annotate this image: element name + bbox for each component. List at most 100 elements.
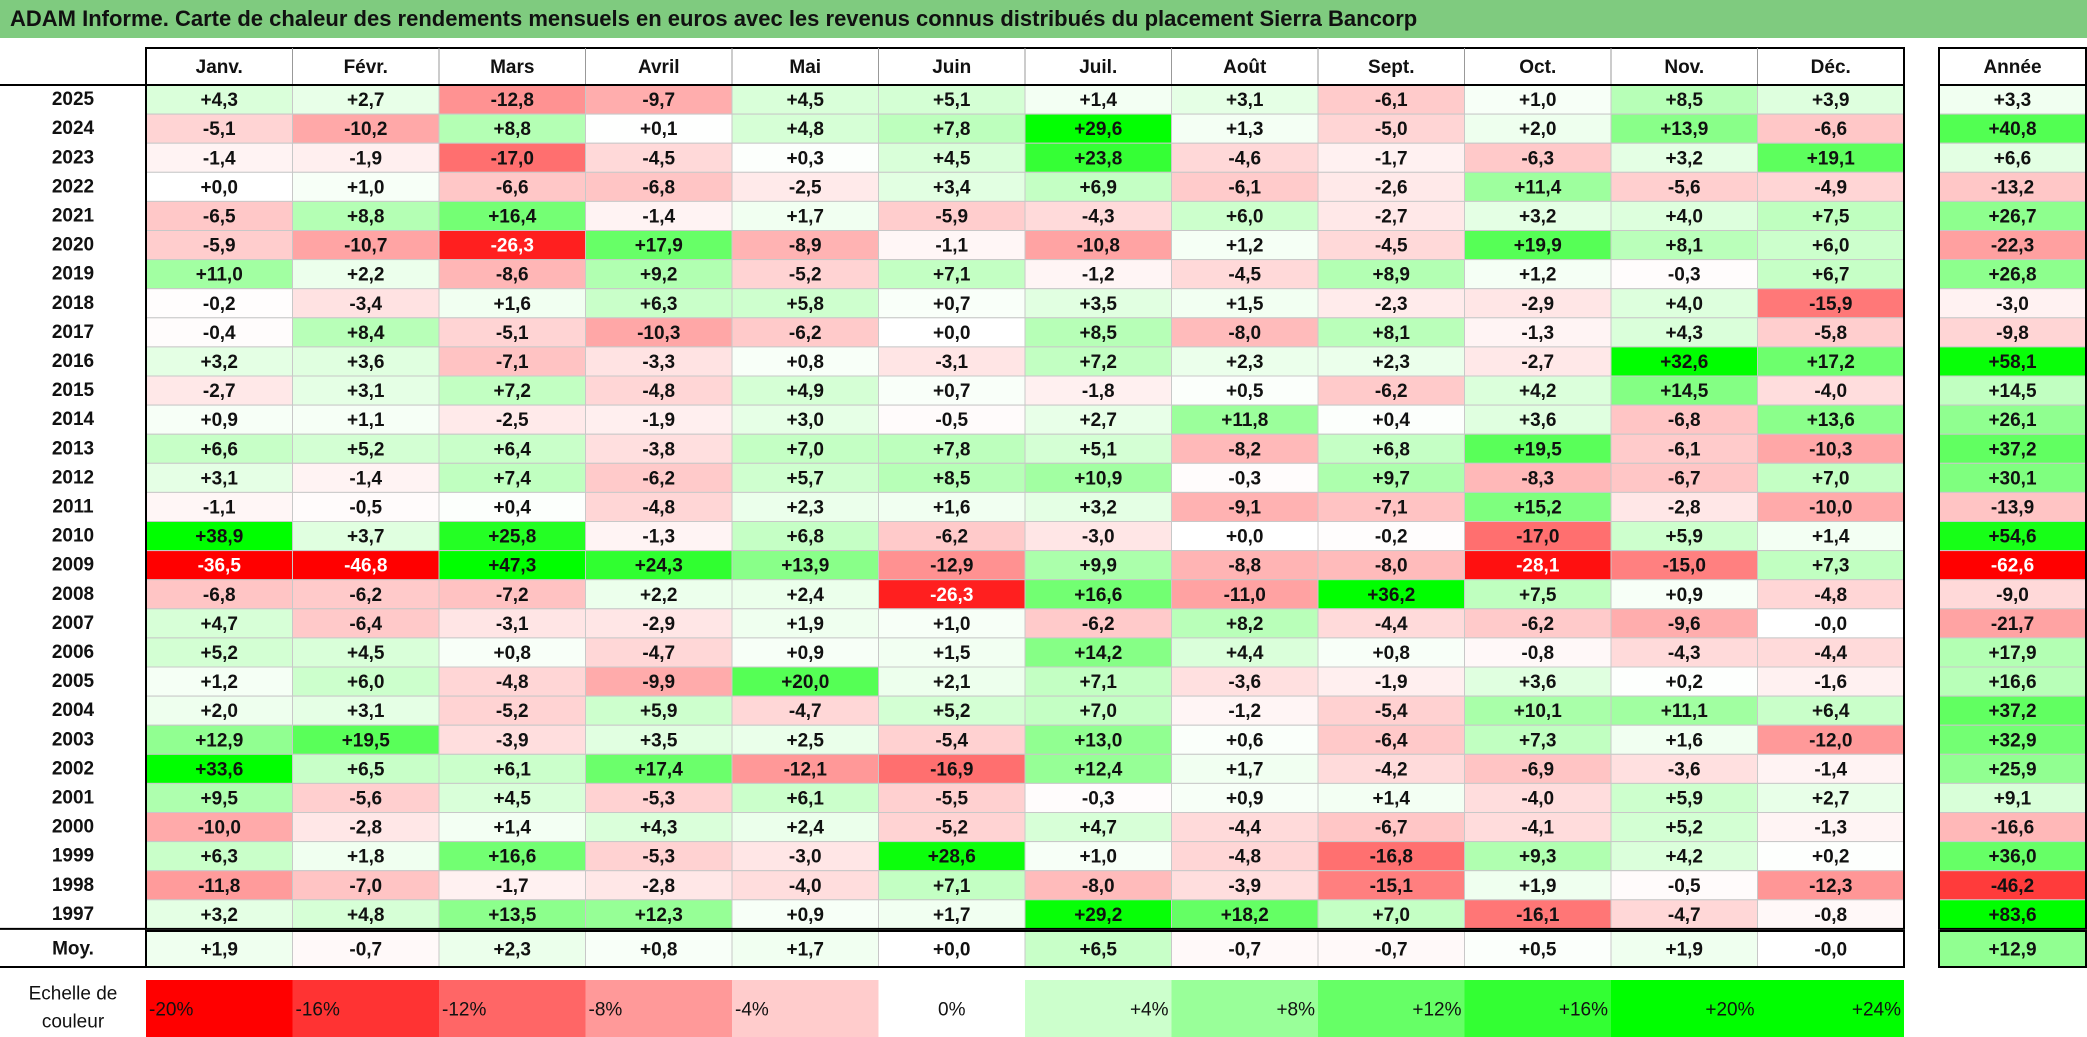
heatmap-cell-value: -4,9 xyxy=(1814,177,1847,198)
heatmap-cell-value: -4,4 xyxy=(1814,643,1847,664)
average-cell xyxy=(731,930,879,968)
heatmap-cell xyxy=(438,288,586,319)
color-scale-swatch xyxy=(1757,980,1904,1037)
heatmap-cell-value: +4,2 xyxy=(1519,381,1557,402)
heatmap-cell-value: +9,9 xyxy=(1079,556,1117,577)
annual-cell-value: +54,6 xyxy=(1988,527,2036,548)
heatmap-cell xyxy=(585,84,733,115)
heatmap-cell xyxy=(292,753,440,784)
heatmap-cell-value: -8,6 xyxy=(496,265,529,286)
heatmap-cell-value: +0,2 xyxy=(1812,847,1850,868)
row-year-label: 2024 xyxy=(52,118,95,139)
heatmap-cell-value: +4,7 xyxy=(200,614,238,635)
heatmap-cell-value: -1,7 xyxy=(1375,148,1408,169)
color-scale-stop-label: +24% xyxy=(1852,1000,1901,1021)
heatmap-cell-value: -6,1 xyxy=(1375,90,1408,111)
annual-cell xyxy=(1938,259,2087,290)
color-scale-stop-label: -16% xyxy=(296,1000,340,1021)
heatmap-cell xyxy=(1171,259,1319,290)
heatmap-cell-value: +29,6 xyxy=(1074,119,1122,140)
heatmap-cell xyxy=(1757,812,1905,843)
heatmap-cell-value: -0,3 xyxy=(1082,788,1115,809)
heatmap-cell-value: -5,5 xyxy=(935,788,968,809)
heatmap-cell-value: +0,9 xyxy=(786,643,824,664)
heatmap-cell-value: -5,2 xyxy=(935,818,968,839)
heatmap-cell-value: +3,1 xyxy=(347,701,385,722)
heatmap-cell-value: +4,5 xyxy=(786,90,824,111)
heatmap-cell xyxy=(292,637,440,668)
heatmap-cell xyxy=(1171,433,1319,464)
heatmap-cell-value: +5,2 xyxy=(933,701,971,722)
heatmap-cell xyxy=(1757,200,1905,231)
heatmap-cell xyxy=(878,812,1026,843)
heatmap-cell-value: +5,2 xyxy=(347,439,385,460)
heatmap-cell xyxy=(1464,113,1612,144)
heatmap-cell-value: -0,3 xyxy=(1668,265,1701,286)
heatmap-cell xyxy=(731,521,879,552)
heatmap-cell-value: -2,6 xyxy=(1375,177,1408,198)
row-year-label: 2004 xyxy=(52,700,95,721)
heatmap-cell xyxy=(145,666,293,697)
heatmap-cell xyxy=(878,782,1026,814)
heatmap-cell xyxy=(1171,462,1319,493)
heatmap-cell-value: +2,3 xyxy=(1226,352,1264,373)
average-cell-value: +1,7 xyxy=(786,940,824,961)
heatmap-cell xyxy=(731,230,879,261)
heatmap-cell-value: -3,0 xyxy=(1082,527,1115,548)
column-header: Juin xyxy=(932,57,971,78)
heatmap-cell xyxy=(1610,841,1758,872)
column-header: Avril xyxy=(638,57,680,78)
heatmap-cell xyxy=(1317,142,1465,173)
heatmap-cell xyxy=(145,404,293,435)
heatmap-cell xyxy=(1024,84,1172,115)
heatmap-cell-value: +6,9 xyxy=(1079,177,1117,198)
heatmap-cell-value: +4,9 xyxy=(786,381,824,402)
heatmap-cell xyxy=(1610,812,1758,843)
heatmap-cell xyxy=(878,841,1026,872)
heatmap-cell-value: +6,0 xyxy=(1812,236,1850,257)
heatmap-cell-value: -10,0 xyxy=(1809,497,1852,518)
heatmap-cell-value: +1,0 xyxy=(933,614,971,635)
heatmap-cell-value: -5,9 xyxy=(935,206,968,227)
heatmap-cell-value: +2,4 xyxy=(786,818,824,839)
heatmap-cell-value: -0,3 xyxy=(1228,468,1261,489)
heatmap-cell xyxy=(878,870,1026,901)
heatmap-cell xyxy=(878,375,1026,406)
heatmap-cell-value: -6,1 xyxy=(1668,439,1701,460)
heatmap-cell-value: +1,2 xyxy=(200,672,238,693)
row-year-label: 2025 xyxy=(52,89,95,110)
heatmap-cell-value: +7,0 xyxy=(1079,701,1117,722)
heatmap-cell-value: -6,8 xyxy=(1668,410,1701,431)
heatmap-cell-value: -4,6 xyxy=(1228,148,1261,169)
heatmap-cell xyxy=(1024,317,1172,348)
heatmap-cell xyxy=(1757,521,1905,552)
page-title: ADAM Informe. Carte de chaleur des rende… xyxy=(0,0,2087,38)
heatmap-cell-value: -1,1 xyxy=(935,236,968,257)
heatmap-cell-value: -7,2 xyxy=(496,585,529,606)
heatmap-cell xyxy=(1024,375,1172,406)
heatmap-cell-value: -6,2 xyxy=(935,527,968,548)
heatmap-cell-value: +13,6 xyxy=(1807,410,1855,431)
heatmap-cell xyxy=(1610,579,1758,610)
heatmap-cell xyxy=(1464,521,1612,552)
heatmap-cell xyxy=(1024,491,1172,522)
row-year-label: 2007 xyxy=(52,613,94,634)
heatmap-cell-value: -6,6 xyxy=(496,177,529,198)
heatmap-cell-value: +4,5 xyxy=(347,643,385,664)
heatmap-cell-value: +8,2 xyxy=(1226,614,1264,635)
heatmap-cell-value: -2,3 xyxy=(1375,294,1408,315)
heatmap-cell xyxy=(292,259,440,290)
heatmap-cell xyxy=(1757,433,1905,464)
heatmap-cell xyxy=(878,259,1026,290)
heatmap-cell xyxy=(585,142,733,173)
heatmap-cell xyxy=(1317,317,1465,348)
heatmap-cell xyxy=(1317,113,1465,144)
heatmap-cell-value: -5,6 xyxy=(1668,177,1701,198)
heatmap-cell-value: -26,3 xyxy=(491,236,534,257)
heatmap-cell xyxy=(292,899,440,930)
row-year-label: 2019 xyxy=(52,264,94,285)
heatmap-cell xyxy=(1757,346,1905,377)
average-cell-value: +0,5 xyxy=(1519,940,1557,961)
color-scale-stop-label: 0% xyxy=(938,1000,966,1021)
heatmap-cell-value: -12,3 xyxy=(1809,876,1852,897)
